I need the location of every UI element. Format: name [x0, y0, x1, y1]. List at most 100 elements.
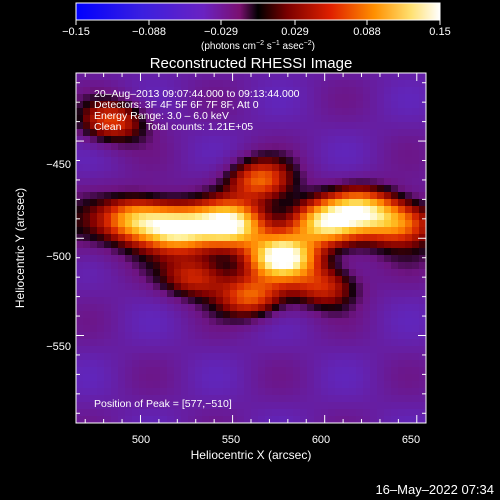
heatmap-cell: [76, 129, 84, 137]
heatmap-cell: [97, 101, 105, 109]
heatmap-cell: [307, 143, 315, 151]
heatmap-cell: [104, 80, 112, 88]
heatmap-cell: [104, 416, 112, 423]
heatmap-cell: [307, 276, 315, 284]
heatmap-cell: [223, 234, 231, 242]
heatmap-cell: [335, 325, 343, 333]
heatmap-cell: [97, 192, 105, 200]
heatmap-cell: [202, 80, 210, 88]
heatmap-cell: [111, 409, 119, 417]
heatmap-cell: [153, 290, 161, 298]
heatmap-cell: [300, 388, 308, 396]
heatmap-cell: [244, 185, 252, 193]
heatmap-cell: [377, 199, 385, 207]
heatmap-cell: [300, 199, 308, 207]
heatmap-cell: [76, 171, 84, 179]
heatmap-cell: [174, 339, 182, 347]
heatmap-cell: [125, 136, 133, 144]
heatmap-cell: [111, 94, 119, 102]
heatmap-cell: [307, 171, 315, 179]
heatmap-cell: [104, 248, 112, 256]
heatmap-cell: [370, 339, 378, 347]
heatmap-cell: [202, 150, 210, 158]
heatmap-cell: [125, 150, 133, 158]
heatmap-cell: [370, 115, 378, 123]
heatmap-cell: [342, 339, 350, 347]
heatmap-cell: [398, 94, 406, 102]
heatmap-cell: [356, 192, 364, 200]
heatmap-cell: [139, 185, 147, 193]
heatmap-cell: [286, 234, 294, 242]
heatmap-cell: [265, 402, 273, 410]
heatmap-cell: [181, 290, 189, 298]
heatmap-cell: [300, 206, 308, 214]
heatmap-cell: [132, 129, 140, 137]
heatmap-cell: [335, 220, 343, 228]
heatmap-cell: [258, 367, 266, 375]
heatmap-cell: [125, 241, 133, 249]
heatmap-cell: [342, 409, 350, 417]
heatmap-cell: [132, 108, 140, 116]
heatmap-cell: [412, 332, 420, 340]
heatmap-cell: [244, 409, 252, 417]
heatmap-cell: [97, 346, 105, 354]
heatmap-cell: [104, 297, 112, 305]
heatmap-cell: [181, 241, 189, 249]
heatmap-cell: [258, 206, 266, 214]
heatmap-cell: [76, 367, 84, 375]
heatmap-cell: [111, 122, 119, 130]
heatmap-cell: [230, 353, 238, 361]
heatmap-cell: [223, 171, 231, 179]
heatmap-cell: [258, 171, 266, 179]
heatmap-cell: [377, 374, 385, 382]
heatmap-cell: [160, 94, 168, 102]
heatmap-cell: [349, 311, 357, 319]
heatmap-cell: [300, 248, 308, 256]
heatmap-cell: [300, 178, 308, 186]
heatmap-cell: [307, 416, 315, 423]
heatmap-cell: [104, 129, 112, 137]
heatmap-cell: [97, 136, 105, 144]
heatmap-cell: [202, 115, 210, 123]
heatmap-cell: [307, 129, 315, 137]
heatmap-cell: [321, 297, 329, 305]
heatmap-cell: [321, 185, 329, 193]
heatmap-cell: [209, 94, 217, 102]
heatmap-cell: [76, 416, 84, 423]
heatmap-cell: [237, 255, 245, 263]
heatmap-cell: [356, 136, 364, 144]
heatmap-cell: [167, 115, 175, 123]
heatmap-cell: [251, 178, 259, 186]
heatmap-cell: [125, 199, 133, 207]
heatmap-cell: [146, 353, 154, 361]
heatmap-cell: [118, 388, 126, 396]
heatmap-cell: [174, 241, 182, 249]
heatmap-cell: [335, 94, 343, 102]
heatmap-cell: [230, 73, 238, 81]
heatmap-cell: [244, 101, 252, 109]
heatmap-cell: [363, 213, 371, 221]
heatmap-cell: [272, 346, 280, 354]
heatmap-cell: [286, 388, 294, 396]
heatmap-cell: [153, 178, 161, 186]
heatmap-cell: [125, 374, 133, 382]
heatmap-cell: [328, 416, 336, 423]
heatmap-cell: [223, 332, 231, 340]
heatmap-cell: [384, 248, 392, 256]
heatmap-cell: [104, 325, 112, 333]
heatmap-cell: [398, 220, 406, 228]
heatmap-cell: [216, 402, 224, 410]
heatmap-cell: [251, 339, 259, 347]
heatmap-cell: [146, 234, 154, 242]
heatmap-cell: [342, 353, 350, 361]
heatmap-cell: [223, 136, 231, 144]
heatmap-cell: [335, 416, 343, 423]
heatmap-cell: [146, 374, 154, 382]
heatmap-cell: [216, 388, 224, 396]
heatmap-cell: [300, 353, 308, 361]
heatmap-cell: [83, 164, 91, 172]
heatmap-cell: [132, 346, 140, 354]
heatmap-cell: [97, 276, 105, 284]
heatmap-cell: [293, 346, 301, 354]
heatmap-cell: [384, 409, 392, 417]
